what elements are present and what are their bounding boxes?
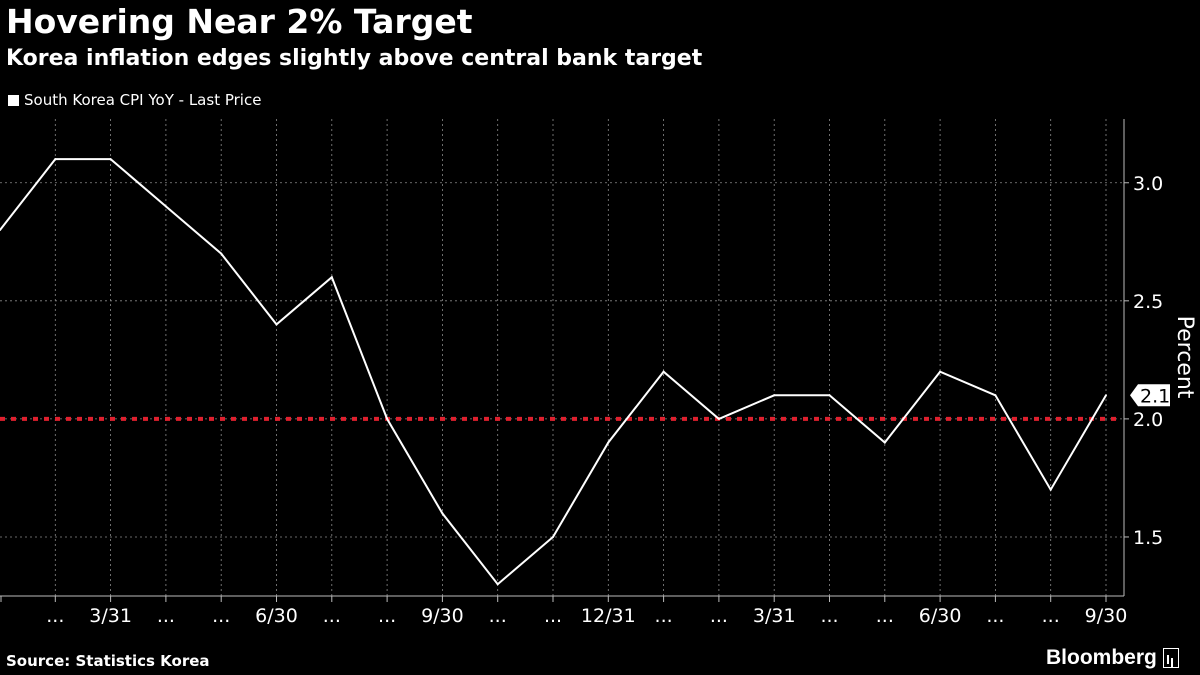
x-tick-label: ... — [323, 605, 341, 627]
x-tick-label: 9/30 — [421, 605, 464, 627]
data-point — [994, 394, 997, 397]
data-point — [0, 228, 1, 231]
y-tick-label: 2.0 — [1133, 409, 1163, 431]
x-tick-label: ... — [46, 605, 64, 627]
brand-name: Bloomberg — [1046, 646, 1157, 669]
x-tick-label: ... — [876, 605, 894, 627]
data-point — [109, 158, 112, 161]
x-tick-label: 12/31 — [581, 605, 636, 627]
x-tick-label: ... — [820, 605, 838, 627]
chart-subtitle: Korea inflation edges slightly above cen… — [6, 46, 703, 71]
y-tick-label: 2.5 — [1133, 291, 1163, 313]
data-point — [220, 252, 223, 255]
x-tick-label: ... — [1042, 605, 1060, 627]
data-point — [607, 441, 610, 444]
data-point — [441, 512, 444, 515]
x-tick-label: 9/30 — [1085, 605, 1128, 627]
x-tick-label: ... — [157, 605, 175, 627]
legend-swatch — [8, 94, 19, 106]
data-point — [496, 583, 499, 586]
x-tick-label: ... — [710, 605, 728, 627]
x-tick-label: 3/31 — [753, 605, 796, 627]
legend-label: South Korea CPI YoY - Last Price — [24, 91, 262, 109]
source-note: Source: Statistics Korea — [6, 652, 210, 670]
x-tick-label: ... — [544, 605, 562, 627]
x-tick-label: 3/31 — [89, 605, 132, 627]
data-point — [773, 394, 776, 397]
y-tick-label: 3.0 — [1133, 173, 1163, 195]
data-point — [1105, 394, 1107, 397]
data-point — [330, 276, 333, 279]
data-point — [1049, 488, 1052, 491]
x-tick-label: 6/30 — [255, 605, 298, 627]
x-tick-label: ... — [212, 605, 230, 627]
data-point — [275, 323, 278, 326]
legend: South Korea CPI YoY - Last Price — [8, 91, 261, 109]
data-point — [939, 370, 942, 373]
bloomberg-chart-icon — [1162, 648, 1179, 668]
x-tick-label: 6/30 — [919, 605, 962, 627]
brand-logo: Bloomberg — [1046, 646, 1179, 670]
data-point — [828, 394, 831, 397]
x-tick-label: ... — [986, 605, 1004, 627]
data-point — [717, 417, 720, 420]
y-axis-label: Percent — [1172, 316, 1197, 399]
x-tick-label: ... — [655, 605, 673, 627]
data-point — [54, 158, 57, 161]
data-point — [386, 417, 389, 420]
chart-title: Hovering Near 2% Target — [6, 2, 473, 41]
data-point — [164, 205, 167, 208]
last-value-callout — [1130, 384, 1170, 407]
x-tick-label: ... — [489, 605, 507, 627]
x-tick-label: ... — [378, 605, 396, 627]
y-tick-label: 1.5 — [1133, 527, 1163, 549]
data-point — [883, 441, 886, 444]
data-point — [662, 370, 665, 373]
data-point — [552, 535, 554, 538]
last-value-label: 2.1 — [1140, 385, 1170, 407]
